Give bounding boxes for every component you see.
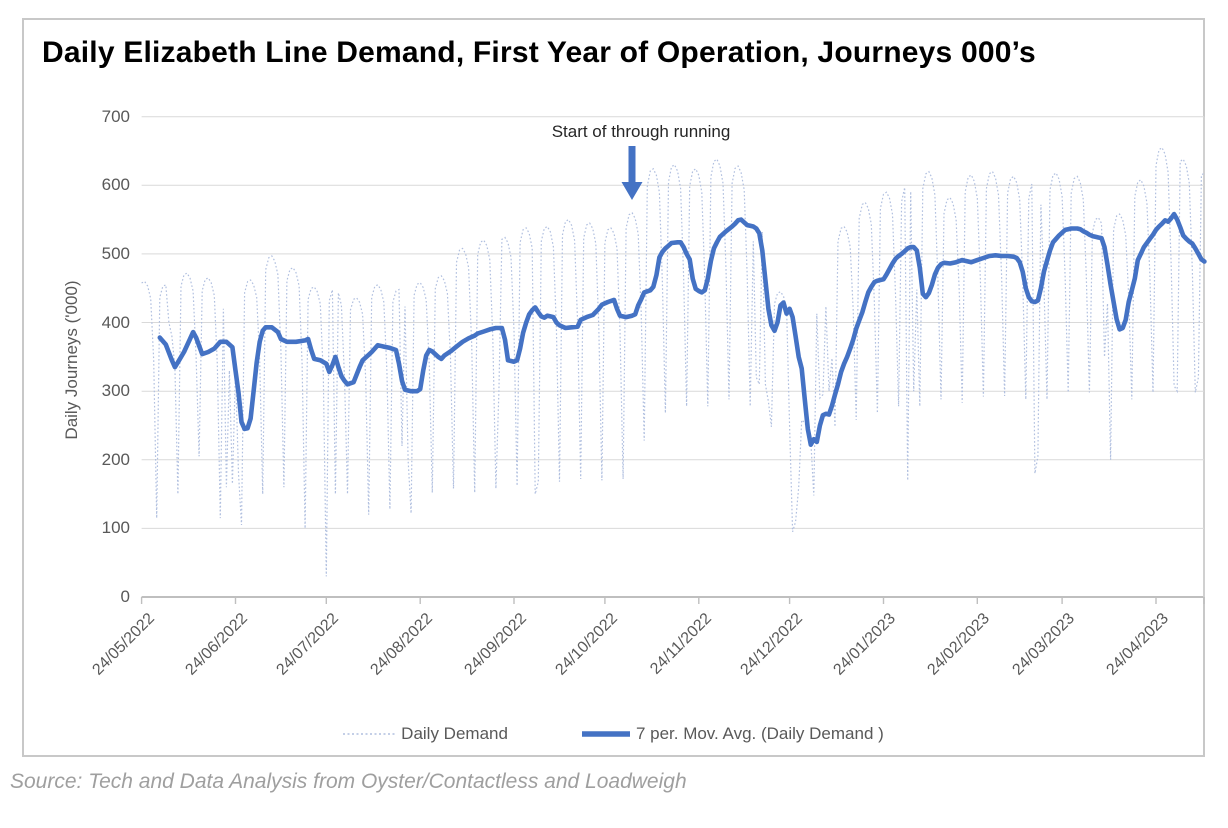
legend-label-moving-avg: 7 per. Mov. Avg. (Daily Demand ) [635, 724, 884, 743]
series-daily-demand [141, 146, 1205, 577]
dotted-line-swatch [343, 733, 396, 735]
thick-line-swatch [581, 731, 630, 737]
legend-label-daily-demand: Daily Demand [401, 724, 508, 743]
y-tick-label-0: 0 [120, 587, 130, 606]
y-tick-label-500: 500 [101, 243, 130, 263]
y-axis-title: Daily Journeys ('000) [62, 280, 81, 440]
y-tick-label-700: 700 [101, 106, 130, 126]
chart-title: Daily Elizabeth Line Demand, First Year … [42, 36, 1036, 69]
series-moving-avg [157, 211, 1207, 448]
y-tick-label-200: 200 [101, 449, 130, 469]
plot-area [140, 116, 1207, 604]
legend-item-moving-avg: 7 per. Mov. Avg. (Daily Demand ) [581, 724, 884, 744]
legend: Daily Demand 7 per. Mov. Avg. (Daily Dem… [24, 724, 1203, 744]
chart-frame: Daily Elizabeth Line Demand, First Year … [22, 18, 1207, 757]
y-tick-label-300: 300 [101, 381, 130, 401]
down-arrow-icon [621, 146, 643, 200]
source-note: Source: Tech and Data Analysis from Oyst… [10, 770, 687, 793]
y-tick-label-100: 100 [101, 518, 130, 538]
annotation-label: Start of through running [551, 122, 731, 141]
y-tick-label-600: 600 [101, 175, 130, 195]
legend-item-daily-demand: Daily Demand [343, 724, 508, 744]
y-tick-label-400: 400 [101, 312, 130, 332]
